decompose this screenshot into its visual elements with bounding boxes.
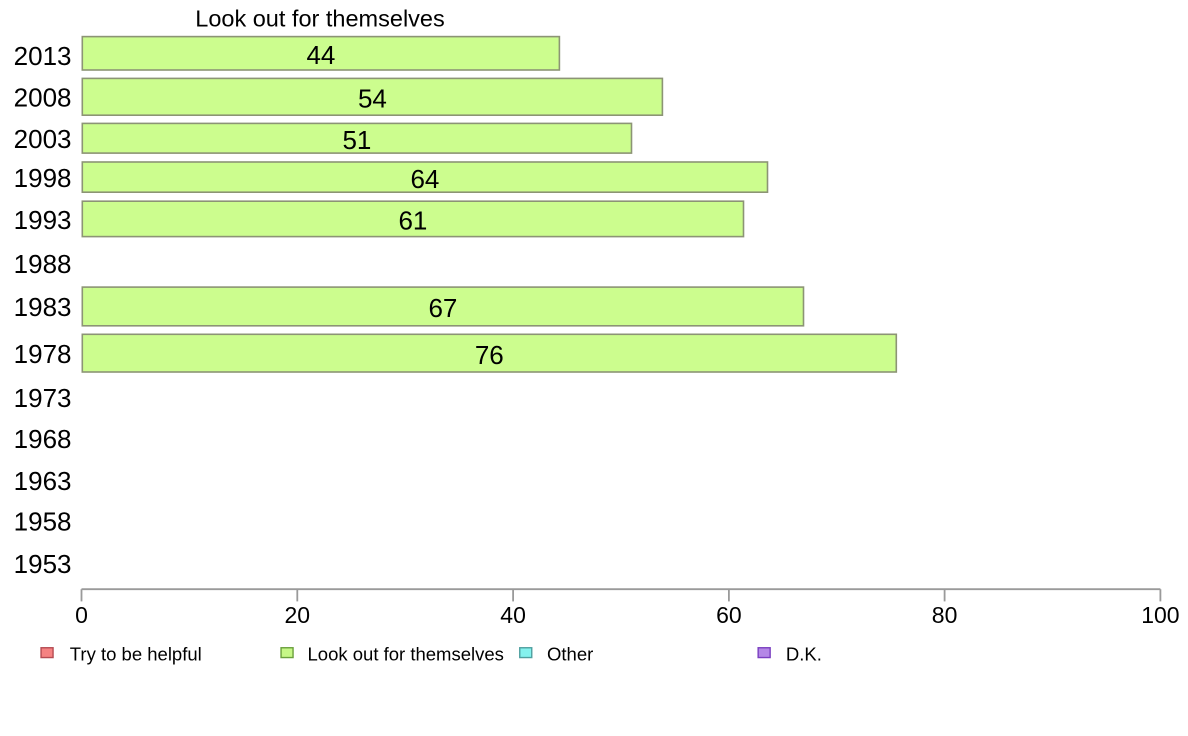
svg-text:2003: 2003 [14, 124, 72, 154]
svg-text:D.K.: D.K. [786, 643, 822, 664]
svg-text:2008: 2008 [14, 83, 72, 113]
svg-text:2013: 2013 [14, 41, 72, 71]
svg-text:60: 60 [716, 602, 742, 628]
svg-text:1998: 1998 [14, 163, 72, 193]
svg-text:44: 44 [306, 40, 335, 70]
svg-text:1968: 1968 [14, 424, 72, 454]
svg-text:Look out for themselves: Look out for themselves [308, 643, 504, 664]
svg-text:1978: 1978 [14, 339, 72, 369]
svg-text:1958: 1958 [14, 507, 72, 537]
svg-text:64: 64 [410, 164, 439, 194]
svg-text:51: 51 [342, 125, 371, 155]
svg-text:76: 76 [475, 340, 504, 370]
svg-text:20: 20 [285, 602, 311, 628]
svg-text:Look out for themselves: Look out for themselves [195, 5, 445, 31]
svg-text:40: 40 [500, 602, 526, 628]
svg-text:1953: 1953 [14, 549, 72, 579]
svg-text:61: 61 [398, 206, 427, 236]
svg-text:54: 54 [358, 84, 387, 114]
svg-text:67: 67 [428, 293, 457, 323]
svg-text:Try to be helpful: Try to be helpful [70, 643, 202, 664]
svg-text:80: 80 [932, 602, 958, 628]
svg-text:1988: 1988 [14, 249, 72, 279]
svg-text:1993: 1993 [14, 205, 72, 235]
svg-text:1983: 1983 [14, 292, 72, 322]
svg-text:Other: Other [547, 643, 593, 664]
svg-text:0: 0 [75, 602, 88, 628]
svg-text:1963: 1963 [14, 466, 72, 496]
svg-text:1973: 1973 [14, 383, 72, 413]
svg-text:100: 100 [1141, 602, 1179, 628]
